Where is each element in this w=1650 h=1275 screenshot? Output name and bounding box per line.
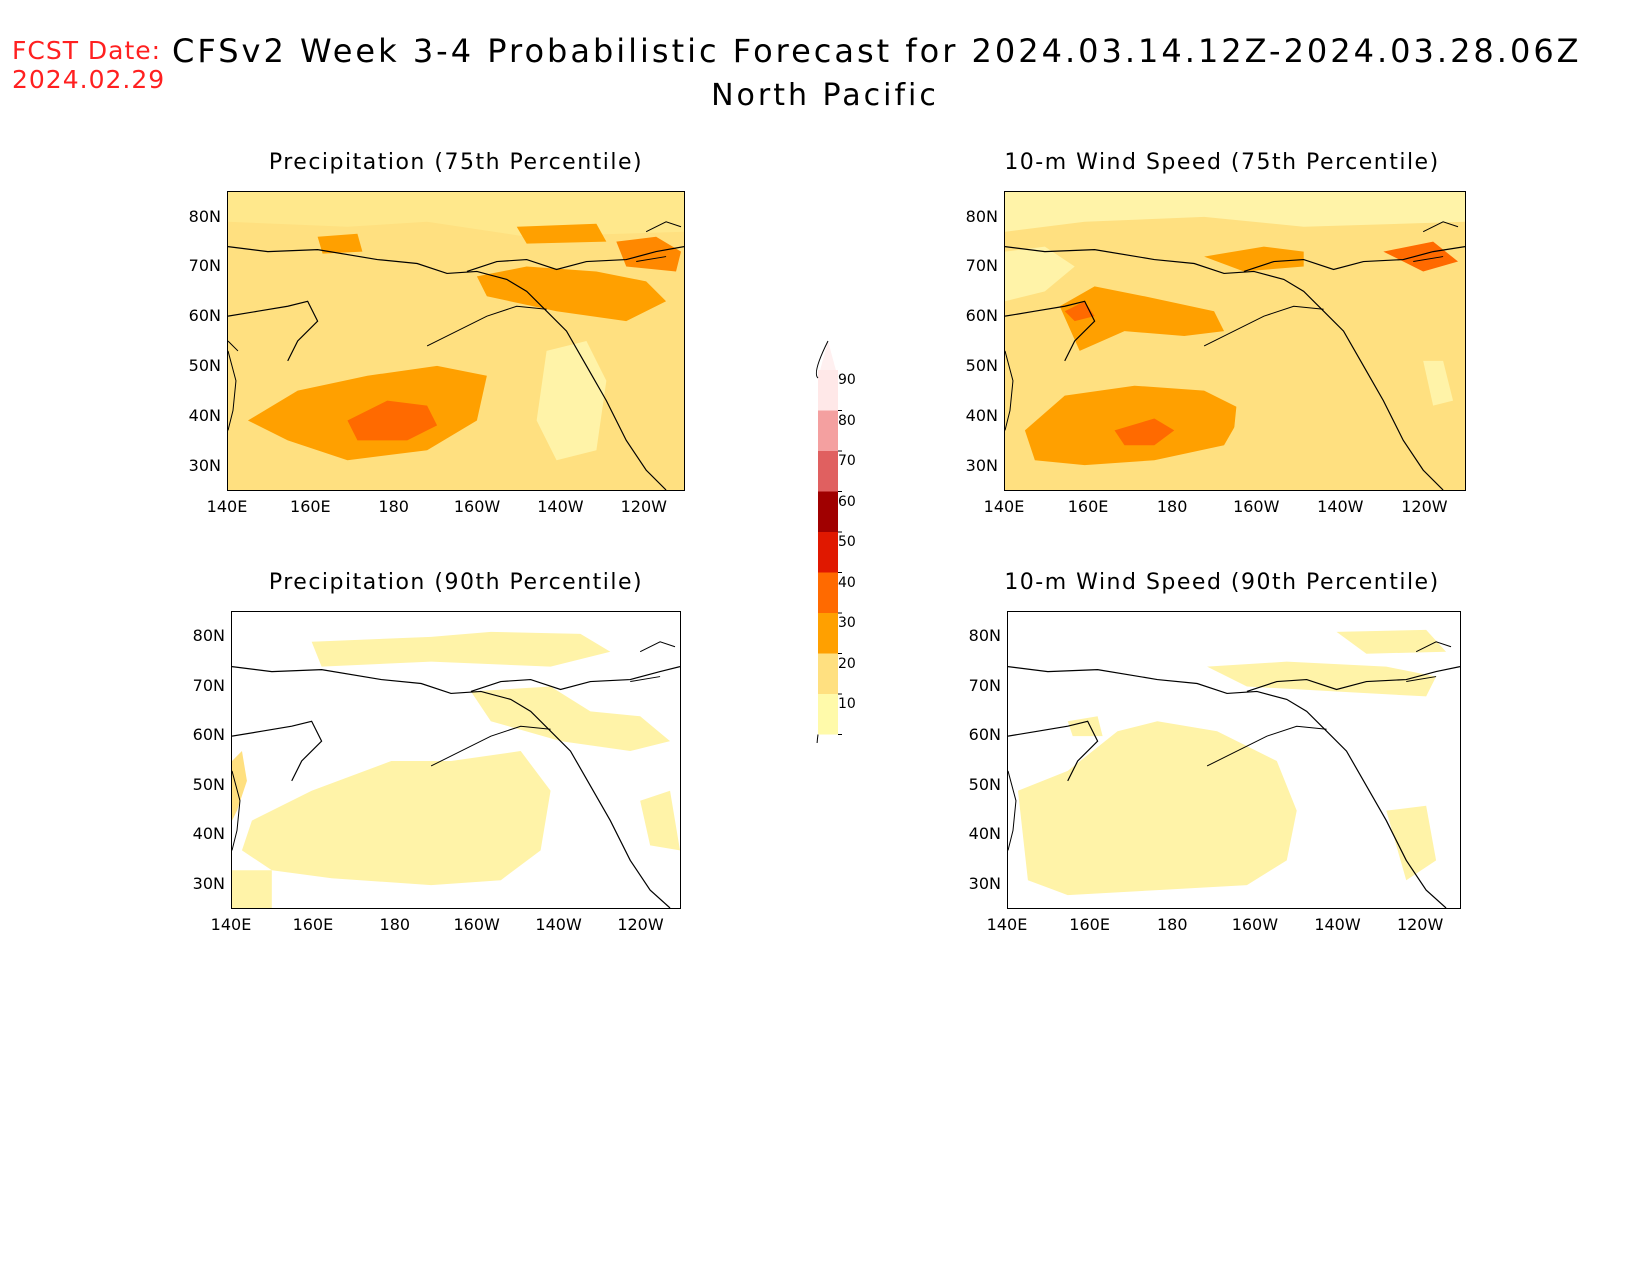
lat-tick-label: 40N — [192, 824, 225, 844]
map-wind-90-plot — [1008, 612, 1460, 908]
lat-tick-label: 50N — [965, 355, 998, 375]
lon-tick-label: 140E — [210, 915, 252, 934]
map-wind-75-plot — [1005, 192, 1465, 490]
lat-tick-label: 70N — [192, 675, 225, 695]
lon-tick-label: 120W — [1396, 915, 1444, 934]
map-wind-90 — [1007, 611, 1461, 909]
lon-tick-label: 160E — [1067, 497, 1109, 516]
colorbar-outline — [815, 340, 829, 743]
lat-tick-label: 60N — [965, 306, 998, 326]
colorbar-level-label: 80 — [838, 412, 856, 429]
colorbar-level-label: 20 — [838, 655, 856, 672]
lon-tick-label: 180 — [378, 497, 409, 516]
colorbar-level-label: 60 — [838, 493, 856, 510]
lon-tick-label: 140E — [983, 497, 1025, 516]
lat-tick-label: 70N — [188, 256, 221, 276]
lat-tick-label: 80N — [188, 206, 221, 226]
lon-tick-label: 180 — [379, 915, 411, 934]
lat-tick-label: 50N — [968, 774, 1001, 794]
panel-title-wind-90: 10-m Wind Speed (90th Percentile) — [1004, 570, 1440, 595]
map-precip-75-plot — [228, 192, 684, 490]
lon-tick-label: 160W — [453, 497, 501, 516]
lon-tick-label: 140W — [535, 915, 582, 934]
lat-tick-label: 30N — [968, 873, 1001, 893]
lat-tick-label: 30N — [192, 873, 225, 893]
colorbar-swatch — [818, 451, 838, 492]
fcst-date-value: 2024.02.29 — [12, 65, 166, 94]
lon-tick-label: 140W — [1314, 915, 1361, 934]
lon-tick-label: 160W — [1233, 497, 1280, 516]
lon-tick-label: 160W — [453, 915, 500, 934]
lon-tick-label: 120W — [1401, 497, 1448, 516]
lon-tick-label: 120W — [620, 497, 667, 516]
lat-tick-label: 50N — [188, 355, 221, 375]
lat-tick-label: 40N — [965, 405, 998, 425]
lon-tick-label: 140W — [537, 497, 584, 516]
colorbar-swatch — [818, 410, 838, 451]
colorbar-level-label: 50 — [838, 534, 856, 550]
lat-tick-label: 80N — [968, 626, 1001, 646]
map-wind-75 — [1004, 191, 1466, 491]
lon-tick-label: 120W — [617, 915, 664, 934]
lat-tick-label: 50N — [192, 774, 225, 794]
lat-tick-label: 30N — [965, 455, 998, 475]
panel-title-wind-75: 10-m Wind Speed (75th Percentile) — [1004, 150, 1440, 175]
colorbar-swatch — [818, 491, 838, 532]
colorbar-level-label: 30 — [838, 615, 856, 631]
lon-tick-label: 180 — [1156, 915, 1188, 934]
colorbar-top-arrow — [818, 341, 838, 378]
lon-tick-label: 140W — [1317, 497, 1364, 516]
lat-tick-label: 70N — [965, 256, 998, 276]
lon-tick-label: 180 — [1156, 497, 1188, 516]
colorbar — [815, 340, 842, 743]
lat-tick-label: 60N — [188, 306, 221, 326]
colorbar-swatch — [818, 572, 838, 613]
map-precip-90 — [231, 611, 681, 909]
colorbar-swatch — [818, 694, 838, 735]
forecast-date-block: FCST Date: 2024.02.29 — [12, 36, 165, 94]
lat-tick-label: 60N — [968, 725, 1001, 745]
colorbar-swatch — [818, 613, 838, 654]
colorbar-level-label: 70 — [838, 453, 856, 469]
lat-tick-label: 40N — [188, 405, 221, 425]
fcst-date-label: FCST Date: — [12, 36, 162, 65]
lon-tick-label: 160E — [292, 915, 334, 934]
colorbar-swatch — [818, 653, 838, 694]
panel-title-precip-90: Precipitation (90th Percentile) — [268, 570, 644, 595]
page-title: CFSv2 Week 3-4 Probabilistic Forecast fo… — [172, 32, 1582, 70]
colorbar-level-label: 40 — [838, 574, 856, 591]
panel-title-precip-75: Precipitation (75th Percentile) — [268, 150, 644, 175]
map-precip-90-plot — [232, 612, 680, 908]
lat-tick-label: 70N — [968, 675, 1001, 695]
lat-tick-label: 40N — [968, 824, 1001, 844]
colorbar-swatch — [818, 532, 838, 573]
colorbar-level-label: 90 — [838, 372, 856, 388]
lat-tick-label: 30N — [188, 455, 221, 475]
lon-tick-label: 160E — [1069, 915, 1110, 934]
lat-tick-label: 80N — [965, 206, 998, 226]
lat-tick-label: 60N — [192, 725, 225, 745]
colorbar-level-label: 10 — [838, 696, 856, 712]
lon-tick-label: 140E — [986, 915, 1028, 934]
lon-tick-label: 140E — [206, 497, 248, 516]
map-precip-75 — [227, 191, 685, 491]
region-subtitle: North Pacific — [711, 78, 939, 113]
lon-tick-label: 160W — [1231, 915, 1279, 934]
lon-tick-label: 160E — [290, 497, 331, 516]
lat-tick-label: 80N — [192, 626, 225, 646]
colorbar-swatch — [818, 370, 838, 411]
